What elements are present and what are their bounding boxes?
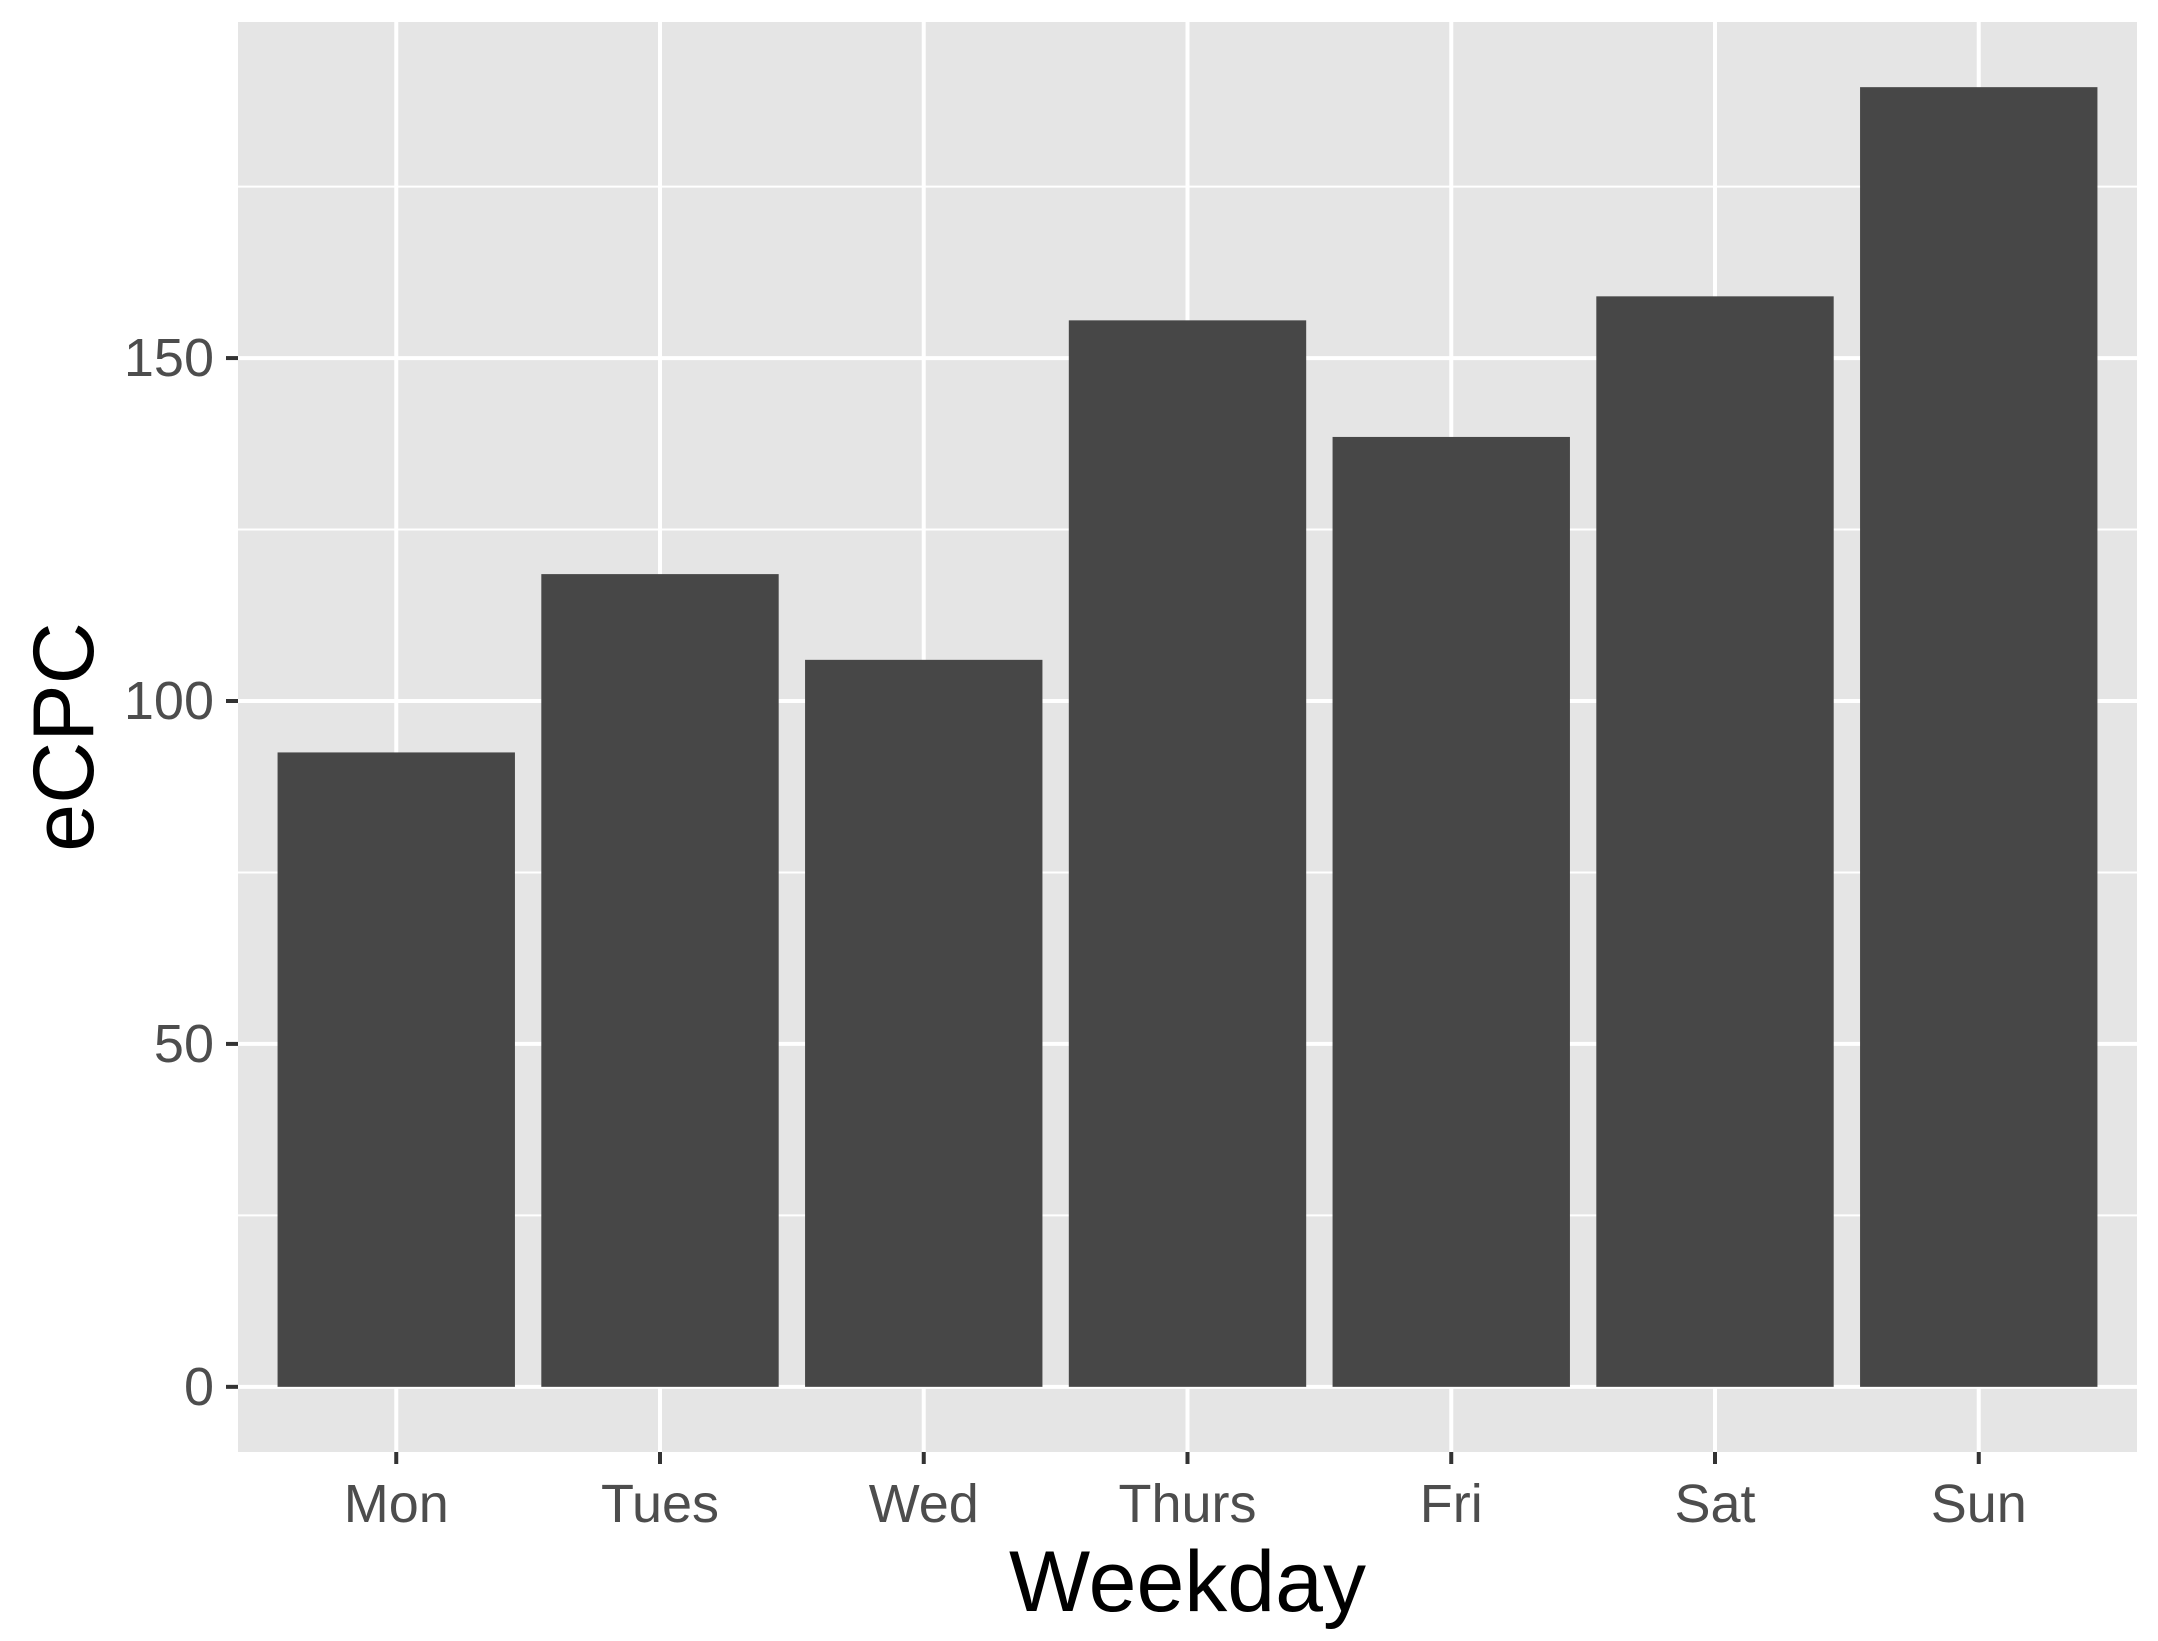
bar-tues — [541, 574, 779, 1387]
y-tick-label: 100 — [124, 671, 214, 731]
x-tick-label: Fri — [1420, 1474, 1483, 1534]
x-axis: Mon Tues Wed Thurs Fri Sat Sun — [344, 1452, 2027, 1534]
y-tick-label: 150 — [124, 328, 214, 388]
bar-sun — [1860, 87, 2098, 1387]
x-tick-label: Mon — [344, 1474, 449, 1534]
bar-fri — [1332, 436, 1570, 1387]
bars — [277, 87, 2098, 1387]
x-tick-label: Tues — [601, 1474, 719, 1534]
y-axis-title: eCPC — [16, 622, 112, 851]
x-tick-label: Thurs — [1118, 1474, 1256, 1534]
y-tick-label: 0 — [184, 1357, 214, 1417]
x-axis-title: Weekday — [1009, 1534, 1366, 1630]
x-tick-label: Sat — [1674, 1474, 1755, 1534]
bar-wed — [805, 659, 1043, 1387]
y-axis: 0 50 100 150 — [124, 328, 238, 1417]
bar-mon — [277, 752, 515, 1387]
bar-sat — [1596, 296, 1834, 1387]
y-tick-label: 50 — [154, 1014, 214, 1074]
x-tick-label: Wed — [869, 1474, 979, 1534]
x-tick-label: Sun — [1931, 1474, 2027, 1534]
bar-thurs — [1068, 320, 1307, 1387]
